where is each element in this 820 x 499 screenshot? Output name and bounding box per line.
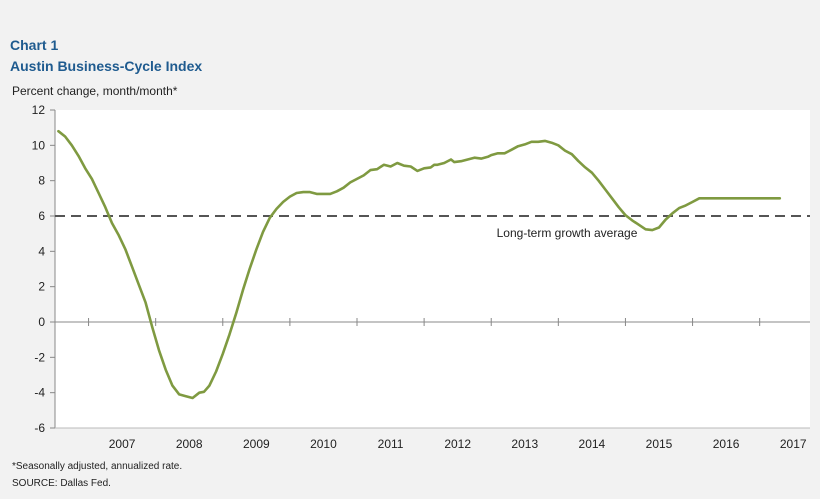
x-tick-label: 2011 bbox=[378, 437, 404, 451]
x-tick-label: 2007 bbox=[109, 437, 136, 451]
plot-area bbox=[55, 110, 810, 428]
y-tick-label: 4 bbox=[38, 244, 45, 258]
x-tick-label: 2008 bbox=[176, 437, 203, 451]
long-term-average-label: Long-term growth average bbox=[497, 226, 638, 240]
y-tick-label: 8 bbox=[38, 174, 45, 188]
y-tick-label: 2 bbox=[38, 280, 45, 294]
x-tick-label: 2014 bbox=[579, 437, 606, 451]
footnote: *Seasonally adjusted, annualized rate. bbox=[12, 461, 183, 472]
x-tick-label: 2013 bbox=[511, 437, 538, 451]
source-note: SOURCE: Dallas Fed. bbox=[12, 478, 111, 489]
chart-number: Chart 1 bbox=[10, 37, 59, 53]
chart-title: Austin Business-Cycle Index bbox=[10, 58, 203, 74]
y-tick-label: 10 bbox=[32, 138, 46, 152]
y-axis-label: Percent change, month/month* bbox=[12, 84, 178, 98]
y-tick-label: 6 bbox=[38, 209, 45, 223]
y-tick-label: -4 bbox=[34, 386, 45, 400]
y-tick-label: 0 bbox=[38, 315, 45, 329]
x-tick-label: 2012 bbox=[444, 437, 471, 451]
x-tick-label: 2009 bbox=[243, 437, 270, 451]
x-tick-label: 2010 bbox=[310, 437, 337, 451]
y-tick-label: -2 bbox=[34, 350, 45, 364]
y-tick-label: -6 bbox=[34, 421, 45, 435]
x-tick-label: 2017 bbox=[780, 437, 807, 451]
y-tick-label: 12 bbox=[32, 103, 46, 117]
series-line-business-cycle-index bbox=[57, 129, 782, 400]
x-tick-label: 2015 bbox=[646, 437, 673, 451]
x-tick-label: 2016 bbox=[713, 437, 740, 451]
